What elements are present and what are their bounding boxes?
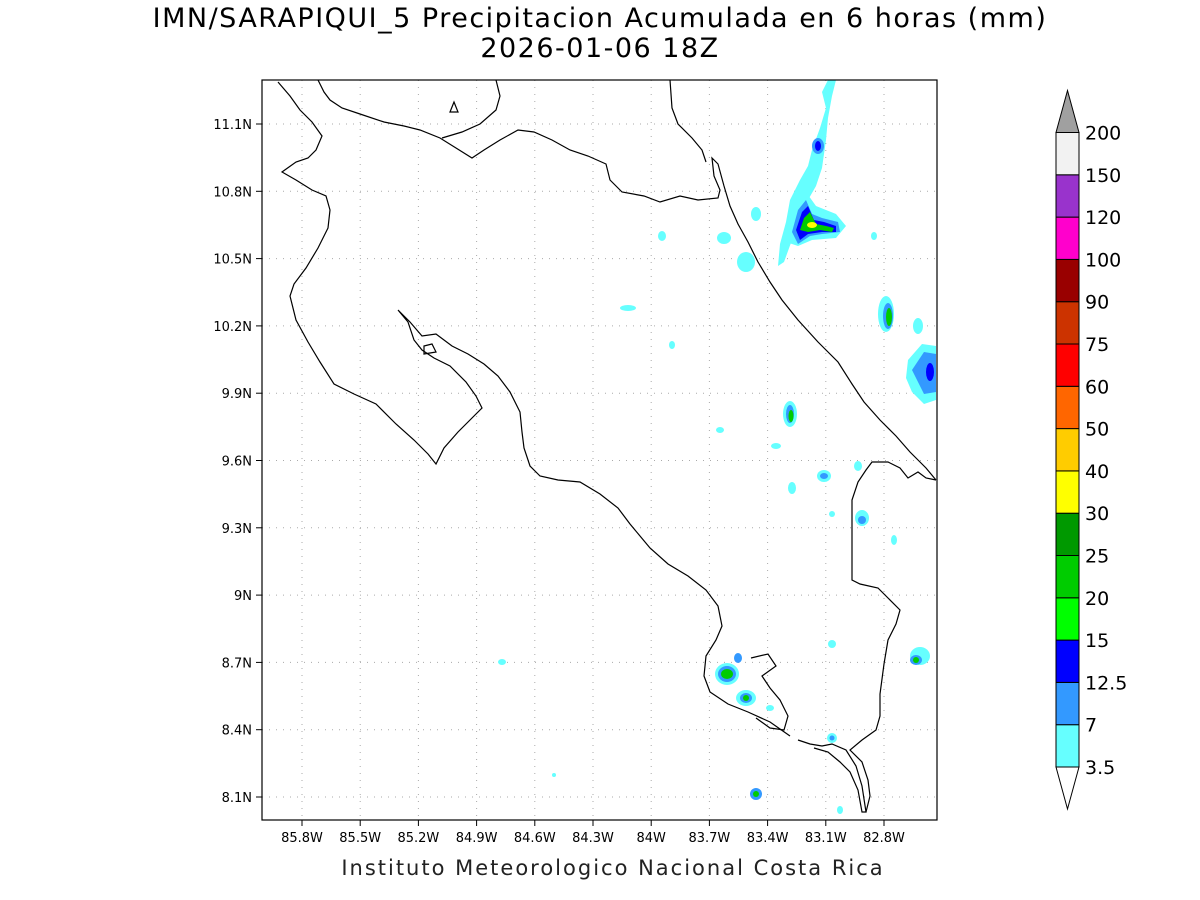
legend-swatch [1055, 385, 1080, 430]
legend-level-label: 200 [1085, 123, 1121, 145]
legend-level-label: 30 [1085, 503, 1109, 525]
legend-arrow-low [1055, 766, 1080, 811]
map-title: IMN/SARAPIQUI_5 Precipitacion Acumulada … [152, 3, 1048, 34]
x-tick-label: 84W [636, 831, 666, 846]
legend-level-label: 120 [1085, 207, 1121, 229]
y-tick-label: 8.7N [222, 656, 252, 671]
x-tick-label: 82.8W [863, 831, 905, 846]
y-tick-label: 11.1N [213, 118, 252, 133]
legend-level-label: 25 [1085, 546, 1109, 568]
y-tick-label: 9.9N [222, 387, 252, 402]
x-tick-label: 84.3W [572, 831, 614, 846]
legend-swatch [1055, 639, 1080, 683]
x-tick-label: 83.4W [747, 831, 789, 846]
legend-level-label: 50 [1085, 419, 1109, 441]
x-tick-label: 85.2W [397, 831, 439, 846]
legend-arrow-high [1055, 88, 1080, 133]
y-tick-label: 8.1N [222, 791, 252, 806]
x-tick-label: 83.7W [688, 831, 730, 846]
x-tick-label: 84.9W [456, 831, 498, 846]
precipitation-layer [498, 80, 936, 814]
y-tick-label: 9.3N [222, 522, 252, 537]
y-tick-label: 10.8N [213, 185, 252, 200]
legend-swatch [1055, 681, 1080, 726]
legend-swatch [1055, 597, 1080, 641]
y-tick-label: 9.6N [222, 455, 252, 470]
legend-swatch [1055, 343, 1080, 387]
legend-level-label: 60 [1085, 376, 1109, 398]
x-tick-label: 85.5W [339, 831, 381, 846]
legend-swatch [1055, 555, 1080, 599]
legend-level-label: 75 [1085, 334, 1109, 356]
y-tick-label: 10.2N [213, 320, 252, 335]
legend-level-label: 40 [1085, 461, 1109, 483]
legend-swatch [1055, 512, 1080, 557]
legend-level-label: 20 [1085, 588, 1109, 610]
legend-swatch [1055, 724, 1080, 768]
legend-level-label: 3.5 [1085, 757, 1115, 779]
x-tick-label: 84.6W [514, 831, 556, 846]
legend-swatch [1055, 301, 1080, 345]
legend-swatch [1055, 258, 1080, 303]
legend-swatch [1055, 132, 1080, 176]
x-tick-label: 85.8W [281, 831, 323, 846]
precipitation-legend: 3.5 7 12.5 15 20 25 30 40 50 60 75 90 100 120 150 200 [1055, 88, 1127, 811]
legend-swatch [1055, 216, 1080, 260]
legend-level-label: 7 [1085, 715, 1097, 737]
legend-level-label: 12.5 [1085, 672, 1127, 694]
y-tick-label: 8.4N [222, 724, 252, 739]
legend-level-label: 150 [1085, 165, 1121, 187]
map-timestamp: 2026-01-06 18Z [480, 33, 720, 64]
coastline [277, 79, 937, 813]
y-tick-label: 10.5N [213, 253, 252, 268]
legend-swatch [1055, 470, 1080, 514]
legend-level-label: 100 [1085, 249, 1121, 271]
legend-swatch [1055, 174, 1080, 218]
map-axes: 85.8W 85.5W 85.2W 84.9W 84.6W 84.3W 84W 83.7W 83… [213, 118, 905, 846]
y-tick-label: 9N [234, 589, 252, 604]
legend-level-label: 15 [1085, 630, 1109, 652]
precip-peak-north [807, 222, 817, 228]
map-frame [261, 79, 938, 821]
legend-level-label: 90 [1085, 292, 1109, 314]
map-grid [262, 80, 937, 820]
x-tick-label: 83.1W [805, 831, 847, 846]
legend-swatch [1055, 428, 1080, 472]
footer-credit: Instituto Meteorologico Nacional Costa R… [341, 856, 885, 880]
